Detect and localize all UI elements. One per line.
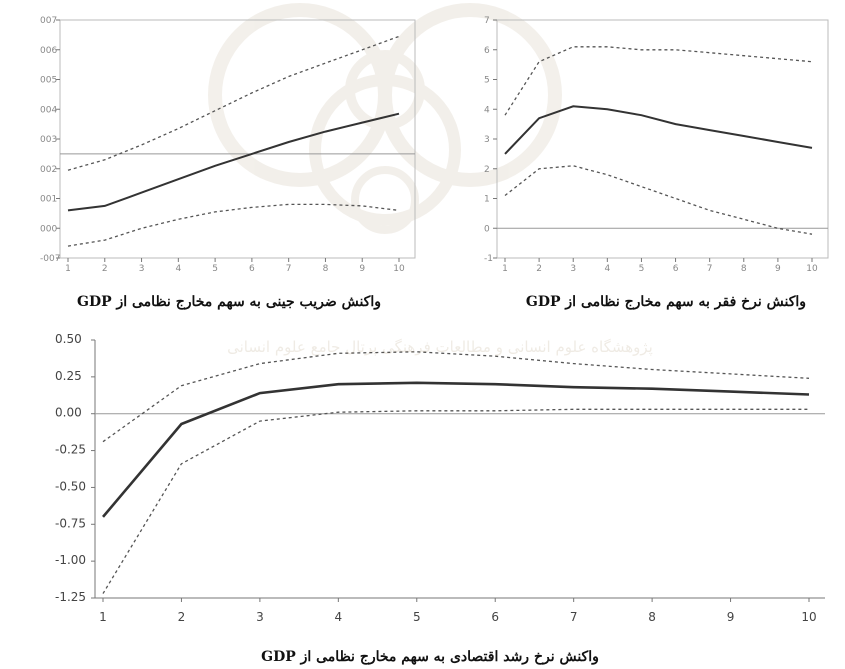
university-emblem-watermark — [208, 3, 562, 234]
x-tick-label: 2 — [102, 264, 108, 274]
y-tick-label: 4 — [484, 105, 490, 115]
response-line — [67, 112, 400, 212]
x-tick-label: 10 — [393, 264, 405, 274]
y-tick-label: -1.00 — [55, 553, 86, 567]
confidence-band-line — [102, 408, 809, 594]
y-tick-label: -0.75 — [55, 516, 86, 530]
x-tick-label: 8 — [648, 610, 656, 624]
y-tick-label: 0 — [484, 224, 490, 234]
x-tick-label: 10 — [801, 610, 816, 624]
y-tick-label: 004 — [40, 105, 57, 115]
x-tick-label: 7 — [707, 264, 713, 274]
x-tick-label: 8 — [323, 264, 329, 274]
chart-title-poverty: واکنش نرخ فقر به سهم مخارج نظامی از GDP — [526, 294, 806, 310]
chart-panel-top-left: -007 000 001 002 003 004 005 006 007 1 2 3 4 5 6 7 8 9 10 — [40, 16, 416, 274]
x-tick-label: 2 — [536, 264, 542, 274]
confidence-band-line — [67, 203, 400, 247]
response-line — [504, 105, 813, 155]
y-tick-label: 1 — [484, 195, 490, 205]
y-tick-label: -007 — [40, 254, 60, 264]
x-tick-label: 3 — [256, 610, 264, 624]
x-tick-label: 2 — [178, 610, 186, 624]
y-tick-label: -1.25 — [55, 590, 86, 604]
y-tick-label: 0.00 — [55, 406, 82, 420]
y-tick-label: -0.25 — [55, 443, 86, 457]
x-tick-label: 8 — [741, 264, 747, 274]
x-tick-label: 4 — [604, 264, 610, 274]
x-tick-label: 7 — [286, 264, 292, 274]
x-tick-label: 1 — [99, 610, 107, 624]
watermark-text: پژوهشگاه علوم انسانی و مطالعات فرهنگی پر… — [227, 338, 653, 357]
confidence-band-line — [504, 46, 813, 116]
x-tick-label: 9 — [359, 264, 365, 274]
x-tick-label: 5 — [639, 264, 645, 274]
y-tick-label: 6 — [484, 46, 490, 56]
x-tick-label: 3 — [139, 264, 145, 274]
x-tick-label: 9 — [727, 610, 735, 624]
x-tick-label: 1 — [65, 264, 71, 274]
x-tick-label: 10 — [806, 264, 818, 274]
y-tick-label: 003 — [40, 135, 57, 145]
x-tick-label: 6 — [673, 264, 679, 274]
x-tick-label: 7 — [570, 610, 578, 624]
x-tick-label: 6 — [491, 610, 499, 624]
y-tick-label: 001 — [40, 195, 57, 205]
x-tick-label: 3 — [570, 264, 576, 274]
chart-panel-top-right: -1 0 1 2 3 4 5 6 7 1 2 3 4 5 6 7 8 9 10 — [484, 16, 829, 274]
x-tick-label: 4 — [175, 264, 181, 274]
y-tick-label: 007 — [40, 16, 57, 26]
y-tick-label: 0.25 — [55, 369, 82, 383]
y-tick-label: 006 — [40, 46, 57, 56]
chart-title-growth: واکنش نرخ رشد اقتصادی به سهم مخارج نظامی… — [261, 649, 599, 665]
confidence-band-line — [504, 165, 813, 235]
y-tick-label: 2 — [484, 165, 490, 175]
y-tick-label: -1 — [484, 254, 493, 264]
x-tick-label: 9 — [775, 264, 781, 274]
y-tick-label: 7 — [484, 16, 490, 26]
y-tick-label: 005 — [40, 76, 57, 86]
y-tick-label: 002 — [40, 165, 57, 175]
y-tick-label: -0.50 — [55, 479, 86, 493]
y-tick-label: 3 — [484, 135, 490, 145]
response-line — [102, 381, 810, 518]
confidence-band-line — [102, 351, 810, 443]
x-tick-label: 1 — [502, 264, 508, 274]
chart-panel-bottom: -1.25 -1.00 -0.75 -0.50 -0.25 0.00 0.25 0.50 1 2 3… — [55, 332, 825, 624]
x-tick-label: 5 — [212, 264, 218, 274]
y-tick-label: 5 — [484, 76, 490, 86]
x-tick-label: 6 — [249, 264, 255, 274]
x-tick-label: 4 — [335, 610, 343, 624]
chart-title-gini: واکنش ضریب جینی به سهم مخارج نظامی از GD… — [77, 294, 381, 310]
y-tick-label: 000 — [40, 224, 57, 234]
y-tick-label: 0.50 — [55, 332, 82, 346]
x-tick-label: 5 — [413, 610, 421, 624]
